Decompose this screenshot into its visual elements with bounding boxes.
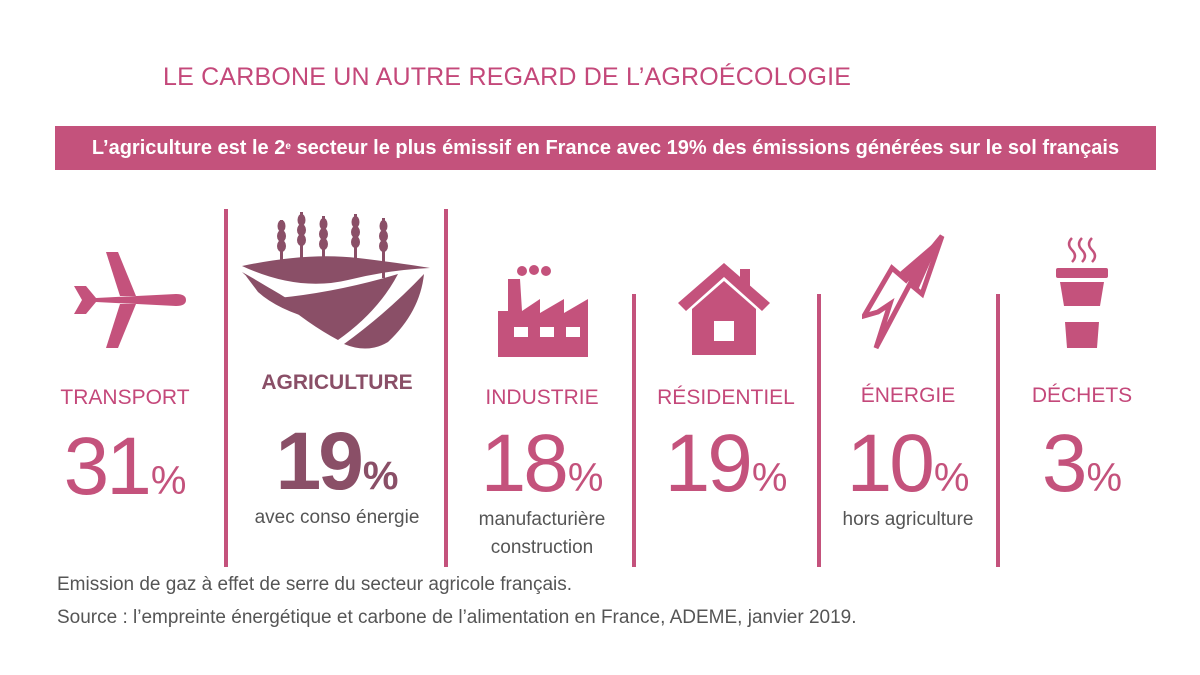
sector-value-industrie: 18% <box>452 423 632 505</box>
source-line-1: Emission de gaz à effet de serre du sect… <box>57 574 573 595</box>
divider-agriculture-right <box>444 209 448 567</box>
sector-value-transport: 31% <box>40 426 210 508</box>
value-number: 19 <box>275 416 364 507</box>
sector-label-residentiel: RÉSIDENTIEL <box>657 386 795 409</box>
sector-value-agriculture: 19% <box>234 421 440 503</box>
sector-value-dechets: 3% <box>1000 423 1164 505</box>
banner-text-after: secteur le plus émissif en France avec 1… <box>290 136 1120 159</box>
sector-label-transport: TRANSPORT <box>60 386 190 409</box>
value-unit: % <box>751 456 788 500</box>
page-title: LE CARBONE UN AUTRE REGARD DE L’AGROÉCOL… <box>163 63 852 91</box>
lightning-icon <box>862 234 945 350</box>
source-line-2: Source : l’empreinte énergétique et carb… <box>57 607 857 628</box>
plane-icon <box>74 252 186 348</box>
banner-superscript: e <box>285 140 291 152</box>
value-unit: % <box>362 454 399 498</box>
divider-residentiel-right <box>817 294 821 567</box>
sector-label-dechets: DÉCHETS <box>1031 384 1133 407</box>
value-number: 3 <box>1041 418 1088 509</box>
divider-energie-right <box>996 294 1000 567</box>
factory-icon <box>498 265 588 357</box>
sector-note-agriculture: avec conso énergie <box>254 507 420 528</box>
sector-note-industrie-1: manufacturière <box>478 509 606 530</box>
field-icon <box>242 212 430 349</box>
value-unit: % <box>567 456 604 500</box>
value-number: 19 <box>664 418 753 509</box>
value-unit: % <box>150 459 187 503</box>
value-number: 10 <box>846 418 935 509</box>
value-unit: % <box>933 456 970 500</box>
cup-icon <box>1056 237 1108 348</box>
value-number: 31 <box>63 421 152 512</box>
sector-value-residentiel: 19% <box>636 423 816 505</box>
banner-text-before: L’agriculture est le 2 <box>91 136 286 159</box>
sector-label-industrie: INDUSTRIE <box>485 386 599 409</box>
value-number: 18 <box>480 418 569 509</box>
sector-note-industrie-2: construction <box>490 537 594 558</box>
divider-agriculture-left <box>224 209 228 567</box>
value-unit: % <box>1086 456 1123 500</box>
sector-note-energie: hors agriculture <box>842 509 974 530</box>
sector-label-agriculture: AGRICULTURE <box>261 371 413 394</box>
divider-industrie-right <box>632 294 636 567</box>
sector-value-energie: 10% <box>822 423 994 505</box>
sector-label-energie: ÉNERGIE <box>860 384 956 407</box>
house-icon <box>678 263 770 355</box>
